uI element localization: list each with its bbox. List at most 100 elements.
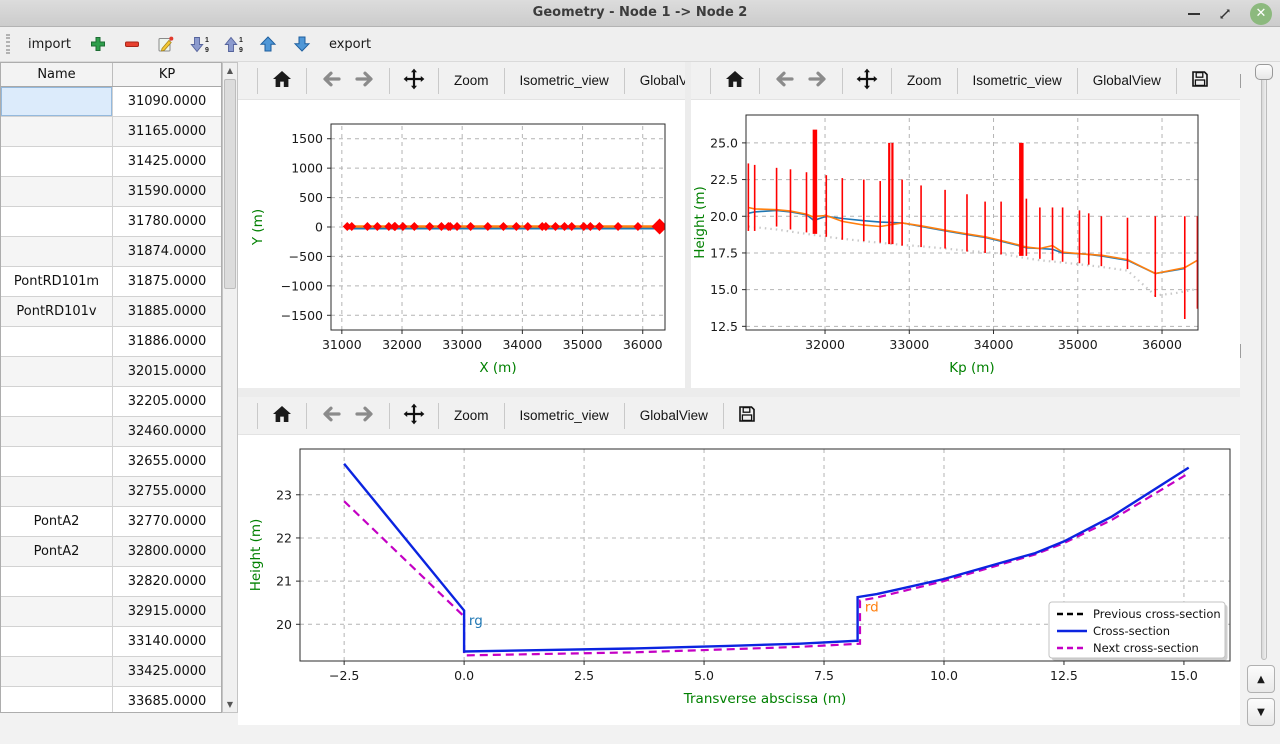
cell-kp[interactable]: 31165.0000 — [113, 117, 221, 147]
remove-row-button[interactable] — [117, 30, 147, 58]
table-scroll-up-icon[interactable]: ▲ — [223, 63, 237, 78]
column-header-kp[interactable]: KP — [158, 67, 176, 82]
forward-button[interactable] — [348, 401, 382, 431]
cell-kp[interactable]: 33425.0000 — [113, 657, 221, 687]
cell-kp[interactable]: 33685.0000 — [113, 687, 221, 712]
cell-name[interactable] — [1, 657, 113, 687]
zoom-button[interactable]: Zoom — [899, 66, 950, 96]
cross-section-chart[interactable]: −2.5 0.0 2.5 5.0 7.5 10.0 12.5 15.0 20 21 22 23 Tran… — [238, 435, 1240, 725]
isometric-view-button[interactable]: Isometric_view — [512, 401, 617, 431]
cell-name[interactable] — [1, 237, 113, 267]
move-up-button[interactable] — [253, 30, 283, 58]
back-button[interactable] — [767, 66, 801, 96]
cell-name[interactable] — [1, 687, 113, 712]
svg-text:rg: rg — [469, 613, 483, 629]
move-down-button[interactable] — [287, 30, 317, 58]
back-button[interactable] — [314, 401, 348, 431]
view-slider-track[interactable] — [1261, 72, 1267, 660]
maximize-icon[interactable] — [1218, 7, 1232, 21]
add-row-button[interactable] — [83, 30, 113, 58]
cell-kp[interactable]: 32655.0000 — [113, 447, 221, 477]
global-view-button[interactable]: GlobalView — [632, 401, 716, 431]
profile-view-chart[interactable]: 32000 33000 34000 35000 36000 12.5 15.0 17.5 20.… — [691, 100, 1240, 388]
cell-name[interactable] — [1, 147, 113, 177]
cell-name[interactable] — [1, 87, 113, 117]
cell-name[interactable] — [1, 447, 113, 477]
table-row: 33685.0000 — [1, 687, 221, 712]
cell-kp[interactable]: 31885.0000 — [113, 297, 221, 327]
back-button[interactable] — [314, 66, 348, 96]
cell-kp[interactable]: 32800.0000 — [113, 537, 221, 567]
cell-kp[interactable]: 31780.0000 — [113, 207, 221, 237]
cell-name[interactable] — [1, 177, 113, 207]
sort-ascending-button[interactable]: 1 9 — [219, 30, 249, 58]
main-content: Name KP 31090.0000 31165.0000 31425.0000 31… — [0, 62, 1280, 744]
cell-kp[interactable]: 31875.0000 — [113, 267, 221, 297]
isometric-view-button[interactable]: Isometric_view — [512, 66, 617, 96]
cell-name[interactable] — [1, 387, 113, 417]
table-scrollbar-thumb[interactable] — [224, 79, 236, 289]
horizontal-splitter[interactable] — [238, 388, 1240, 397]
zoom-button[interactable]: Zoom — [446, 66, 497, 96]
pan-button[interactable] — [850, 66, 884, 96]
forward-button[interactable] — [801, 66, 835, 96]
cell-name[interactable] — [1, 417, 113, 447]
view-slider-thumb[interactable] — [1255, 64, 1273, 80]
scroll-up-button[interactable]: ▲ — [1247, 665, 1275, 693]
cell-kp[interactable]: 33140.0000 — [113, 627, 221, 657]
cell-kp[interactable]: 31874.0000 — [113, 237, 221, 267]
table-scroll-down-icon[interactable]: ▼ — [223, 697, 237, 712]
cell-name[interactable]: PontA2 — [1, 537, 113, 567]
home-button[interactable] — [718, 66, 752, 96]
global-view-button[interactable]: GlobalView — [1085, 66, 1169, 96]
close-icon[interactable]: ✕ — [1250, 2, 1272, 25]
table-scrollbar[interactable]: ▲ ▼ — [222, 62, 238, 713]
plan-view-chart[interactable]: 31000 32000 33000 34000 35000 36000 −1500 −1000… — [238, 100, 685, 388]
cell-kp[interactable]: 32770.0000 — [113, 507, 221, 537]
scroll-down-button[interactable]: ▼ — [1247, 698, 1275, 726]
home-button[interactable] — [265, 401, 299, 431]
home-button[interactable] — [265, 66, 299, 96]
save-figure-button[interactable] — [1184, 66, 1216, 96]
vertical-splitter[interactable] — [685, 62, 691, 388]
cell-kp[interactable]: 31590.0000 — [113, 177, 221, 207]
cell-kp[interactable]: 32205.0000 — [113, 387, 221, 417]
splitter-grip-middle[interactable] — [1240, 344, 1241, 358]
cell-kp[interactable]: 32755.0000 — [113, 477, 221, 507]
cell-name[interactable] — [1, 327, 113, 357]
import-button[interactable]: import — [28, 36, 71, 52]
sort-descending-icon: 1 9 — [190, 37, 209, 54]
cell-name[interactable] — [1, 207, 113, 237]
forward-button[interactable] — [348, 66, 382, 96]
cell-name[interactable]: PontA2 — [1, 507, 113, 537]
pan-button[interactable] — [397, 401, 431, 431]
save-figure-button[interactable] — [731, 401, 763, 431]
toolbar-drag-handle[interactable] — [6, 34, 10, 54]
cell-name[interactable]: PontRD101v — [1, 297, 113, 327]
cell-kp[interactable]: 31886.0000 — [113, 327, 221, 357]
cell-name[interactable] — [1, 567, 113, 597]
pan-button[interactable] — [397, 66, 431, 96]
cell-name[interactable] — [1, 627, 113, 657]
cell-kp[interactable]: 32915.0000 — [113, 597, 221, 627]
cell-kp[interactable]: 32015.0000 — [113, 357, 221, 387]
cell-kp[interactable]: 31425.0000 — [113, 147, 221, 177]
zoom-button[interactable]: Zoom — [446, 401, 497, 431]
cell-name[interactable] — [1, 597, 113, 627]
column-header-name[interactable]: Name — [1, 63, 113, 86]
cell-name[interactable] — [1, 117, 113, 147]
svg-text:21: 21 — [276, 574, 292, 589]
cell-name[interactable] — [1, 357, 113, 387]
cell-name[interactable] — [1, 477, 113, 507]
cell-name[interactable]: PontRD101m — [1, 267, 113, 297]
isometric-view-button[interactable]: Isometric_view — [965, 66, 1070, 96]
splitter-grip-top[interactable] — [1240, 74, 1241, 88]
minimize-icon[interactable] — [1188, 12, 1200, 15]
sort-descending-button[interactable]: 1 9 — [185, 30, 215, 58]
cell-kp[interactable]: 31090.0000 — [113, 87, 221, 117]
svg-text:15.0: 15.0 — [1170, 668, 1198, 683]
edit-row-button[interactable] — [151, 30, 181, 58]
cell-kp[interactable]: 32820.0000 — [113, 567, 221, 597]
cell-kp[interactable]: 32460.0000 — [113, 417, 221, 447]
export-button[interactable]: export — [328, 36, 372, 52]
